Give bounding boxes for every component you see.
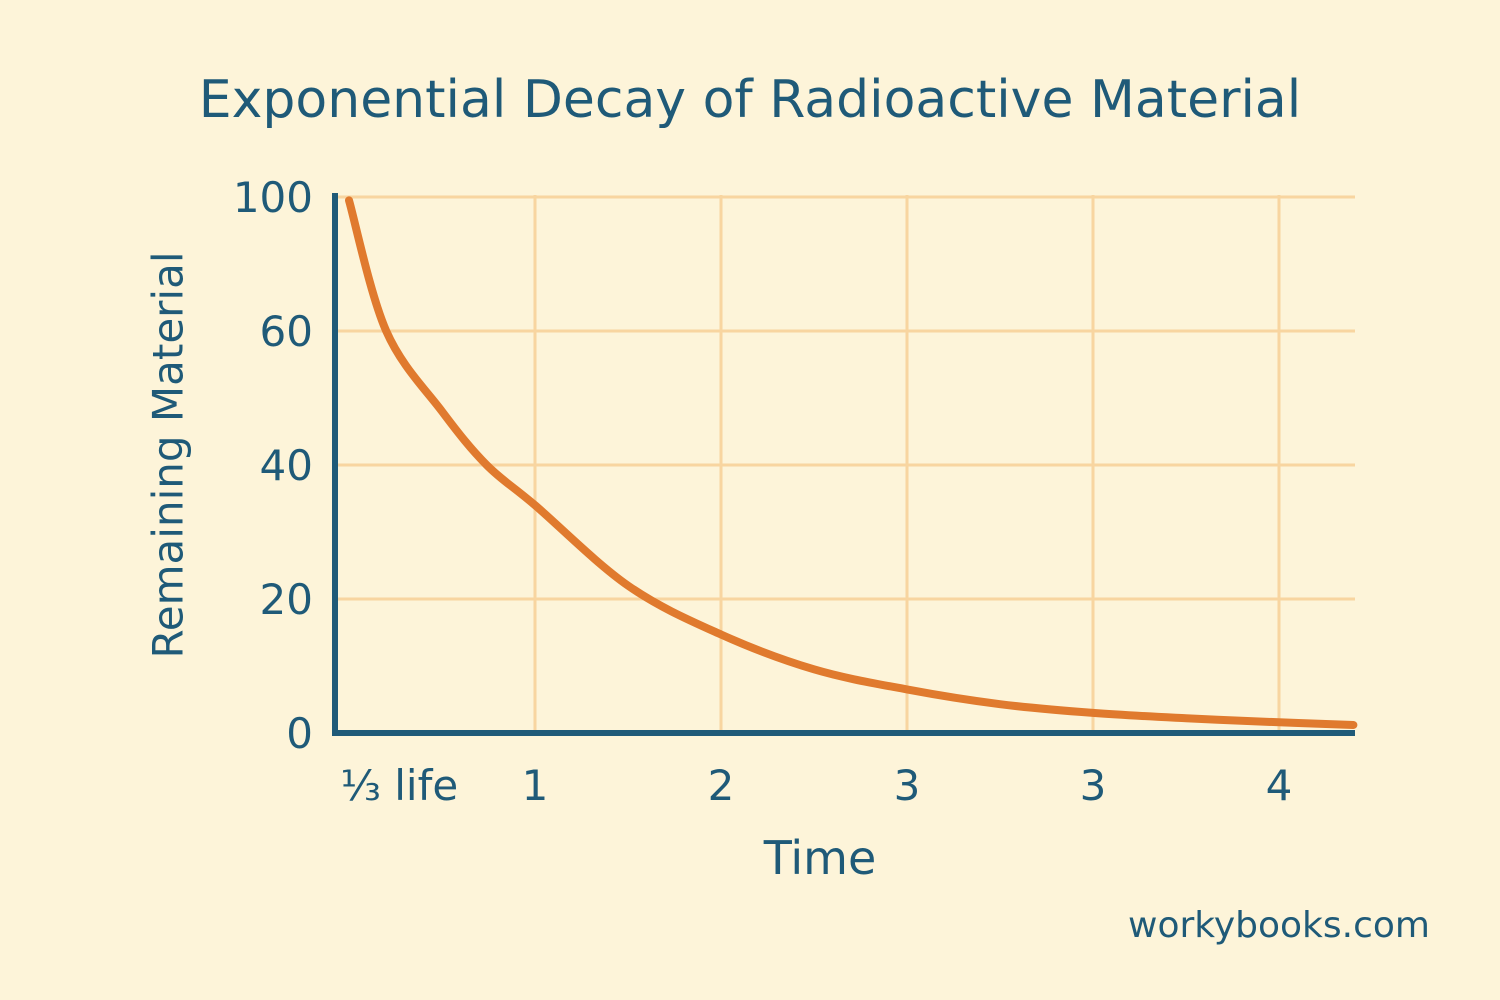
y-tick-label: 100 [233, 173, 313, 222]
y-tick-label: 20 [260, 575, 313, 624]
chart-title: Exponential Decay of Radioactive Materia… [198, 70, 1302, 130]
x-tick-label: 3 [894, 761, 921, 810]
x-tick-label: 4 [1266, 761, 1293, 810]
y-tick-label: 60 [260, 307, 313, 356]
x-tick-label: 1 [522, 761, 549, 810]
decay-curve [345, 196, 1358, 729]
x-tick-label: 3 [1080, 761, 1107, 810]
y-tick-label: 40 [260, 441, 313, 490]
x-tick-label: 2 [708, 761, 735, 810]
x-axis-label: Time [763, 831, 877, 885]
y-tick-label: 0 [286, 709, 313, 758]
y-axis-label: Remaining Material [143, 251, 193, 659]
x-tick-label: ⅓ life [340, 761, 458, 810]
footer-watermark: workybooks.com [1128, 905, 1430, 946]
